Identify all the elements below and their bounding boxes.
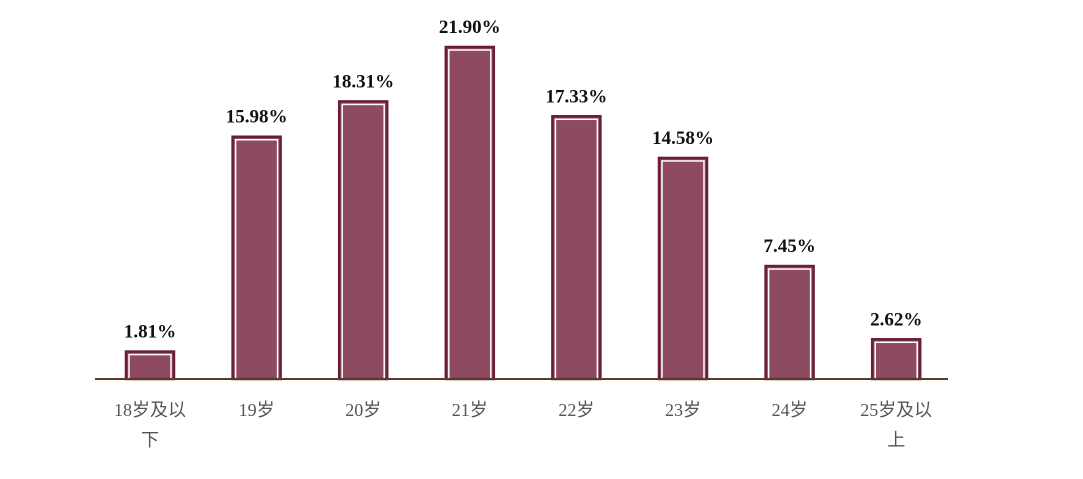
x-tick-label: 19岁	[238, 400, 275, 420]
value-label: 21.90%	[439, 17, 501, 38]
x-tick-label: 24岁	[771, 400, 808, 420]
value-label: 1.81%	[124, 322, 176, 343]
value-label: 7.45%	[763, 236, 815, 257]
bar	[551, 115, 602, 381]
bar	[444, 45, 496, 381]
bar	[231, 135, 282, 381]
bar	[337, 100, 389, 381]
value-label: 15.98%	[226, 107, 288, 128]
x-tick-label: 20岁	[345, 400, 382, 420]
x-tick-label: 25岁及以上	[860, 400, 933, 450]
value-label: 18.31%	[332, 71, 394, 92]
bar	[657, 156, 709, 381]
x-tick-label: 23岁	[665, 400, 701, 420]
bar	[870, 338, 922, 381]
bar	[764, 264, 815, 381]
value-label: 2.62%	[870, 309, 922, 330]
x-tick-label: 18岁及以下	[114, 400, 186, 450]
value-label: 14.58%	[652, 128, 714, 149]
value-label: 17.33%	[546, 86, 608, 107]
x-tick-label: 21岁	[451, 400, 488, 420]
bar	[124, 350, 176, 381]
x-tick-label: 22岁	[558, 400, 595, 420]
